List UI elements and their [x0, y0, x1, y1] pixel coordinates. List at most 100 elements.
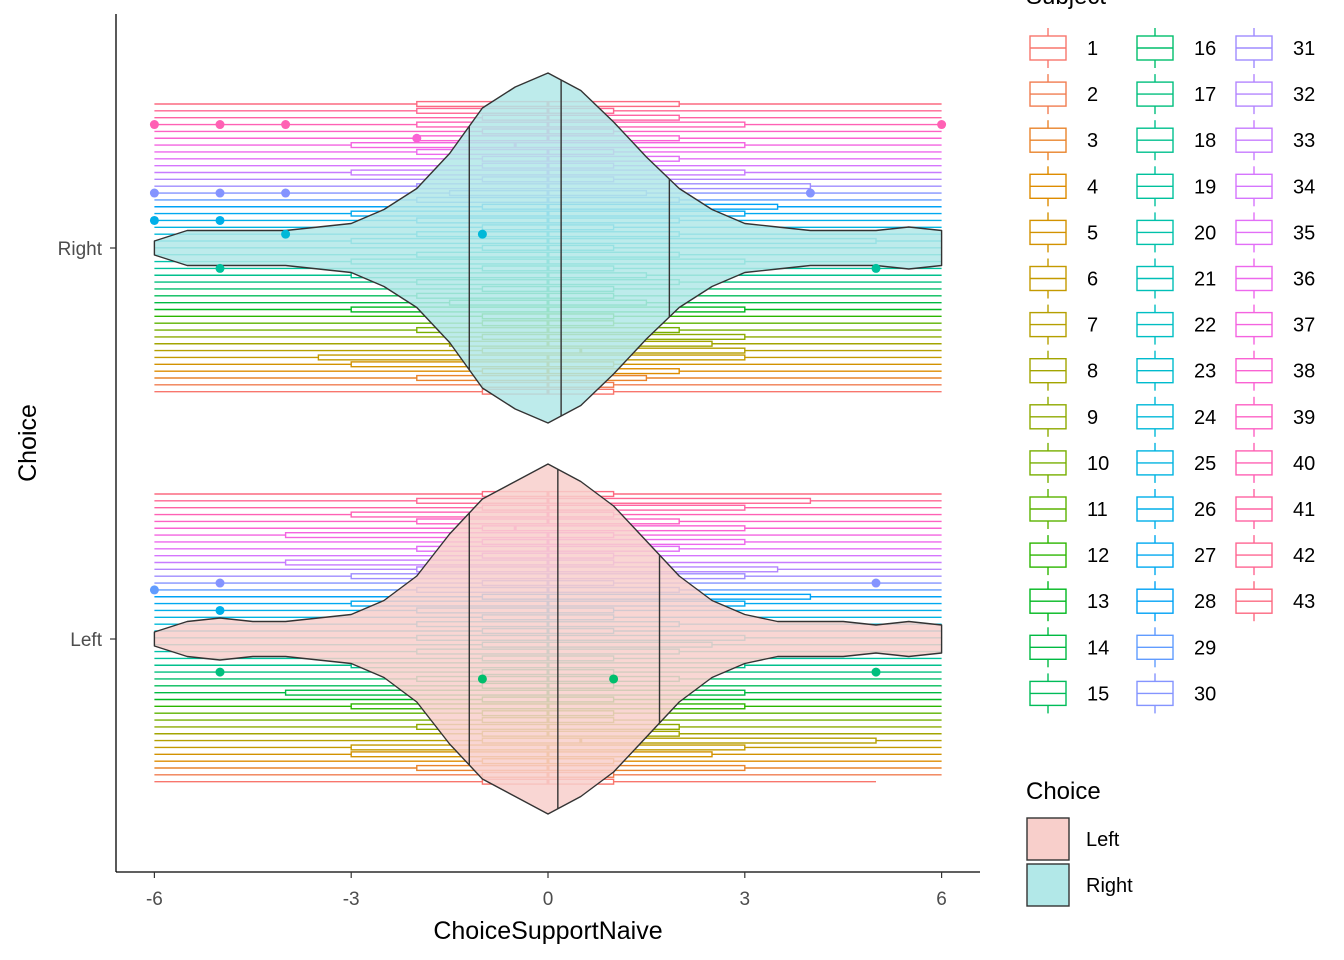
- svg-text:32: 32: [1293, 84, 1315, 106]
- outlier-right-2: [281, 120, 291, 130]
- svg-text:6: 6: [1087, 269, 1098, 291]
- outlier-left-5: [871, 667, 881, 677]
- legend-subject-item: 39: [1235, 396, 1315, 437]
- svg-text:36: 36: [1293, 269, 1315, 291]
- outlier-points: [149, 120, 947, 684]
- legend-subject: Subject 12345678910111213141516171819202…: [1026, 0, 1315, 714]
- violins: [153, 72, 943, 815]
- legend-subject-title: Subject: [1026, 0, 1106, 10]
- svg-text:39: 39: [1293, 407, 1315, 429]
- legend-subject-item: 31: [1235, 28, 1315, 68]
- y-tick-label: Left: [70, 630, 102, 651]
- outlier-left-3: [215, 605, 225, 615]
- legend-choice: Choice Left Right: [1026, 778, 1133, 907]
- svg-text:28: 28: [1194, 591, 1216, 613]
- violin-right: [153, 72, 943, 424]
- svg-text:13: 13: [1087, 591, 1109, 613]
- legend-subject-item: 7: [1029, 304, 1098, 345]
- y-axis-ticks: Right Left: [58, 239, 116, 651]
- legend-subject-item: 5: [1029, 212, 1098, 253]
- svg-text:7: 7: [1087, 315, 1098, 337]
- legend-subject-item: 29: [1136, 627, 1216, 668]
- legend-subject-item: 6: [1029, 258, 1098, 299]
- legend-subject-item: 42: [1235, 535, 1315, 576]
- svg-text:38: 38: [1293, 361, 1315, 383]
- legend-subject-item: 28: [1136, 581, 1216, 622]
- svg-text:20: 20: [1194, 222, 1216, 244]
- legend-subject-item: 18: [1136, 120, 1216, 161]
- svg-text:5: 5: [1087, 222, 1098, 244]
- svg-text:40: 40: [1293, 453, 1315, 475]
- outlier-right-3: [937, 120, 947, 130]
- legend-subject-item: 40: [1235, 442, 1315, 483]
- legend-subject-item: 27: [1136, 535, 1216, 576]
- svg-text:8: 8: [1087, 361, 1098, 383]
- svg-text:15: 15: [1087, 683, 1109, 705]
- legend-subject-item: 1: [1029, 28, 1098, 68]
- legend-subject-item: 2: [1029, 74, 1098, 115]
- svg-text:22: 22: [1194, 315, 1216, 337]
- legend-choice-title: Choice: [1026, 778, 1101, 805]
- svg-text:26: 26: [1194, 499, 1216, 521]
- outlier-right-4: [412, 133, 422, 143]
- outlier-right-12: [477, 229, 487, 239]
- legend-subject-item: 10: [1029, 442, 1109, 483]
- legend-subject-item: 15: [1029, 673, 1109, 714]
- legend-subject-item: 25: [1136, 442, 1216, 483]
- outlier-left-2: [871, 578, 881, 588]
- outlier-left-0: [149, 585, 159, 595]
- svg-text:Right: Right: [1086, 875, 1133, 897]
- x-tick-label: 3: [740, 889, 751, 910]
- x-axis-title: ChoiceSupportNaive: [433, 917, 662, 945]
- legend-subject-item: 32: [1235, 74, 1315, 115]
- legend-subject-item: 14: [1029, 627, 1109, 668]
- legend-subject-item: 20: [1136, 212, 1216, 253]
- x-axis-ticks: -6 -3 0 3 6: [146, 872, 947, 910]
- svg-text:14: 14: [1087, 637, 1109, 659]
- legend-subject-item: 41: [1235, 489, 1315, 529]
- svg-text:25: 25: [1194, 453, 1216, 475]
- violin-left: [153, 463, 943, 815]
- legend-choice-item-left: Left: [1026, 817, 1120, 861]
- legend-subject-item: 37: [1235, 304, 1315, 345]
- legend-subject-item: 35: [1235, 212, 1315, 253]
- outlier-right-7: [281, 188, 291, 198]
- outlier-right-10: [215, 215, 225, 225]
- svg-text:24: 24: [1194, 407, 1216, 429]
- legend-subject-item: 34: [1235, 166, 1315, 207]
- outlier-right-0: [149, 120, 159, 130]
- svg-text:10: 10: [1087, 453, 1109, 475]
- svg-text:11: 11: [1087, 499, 1108, 521]
- svg-text:23: 23: [1194, 361, 1216, 383]
- x-tick-label: -6: [146, 889, 163, 910]
- svg-text:33: 33: [1293, 130, 1315, 152]
- y-axis-title: Choice: [14, 404, 42, 482]
- svg-text:42: 42: [1293, 545, 1315, 567]
- legend-subject-item: 38: [1235, 350, 1315, 391]
- outlier-right-11: [281, 229, 291, 239]
- legend-subject-item: 36: [1235, 258, 1315, 299]
- legend-subject-item: 22: [1136, 304, 1216, 345]
- x-tick-label: -3: [343, 889, 360, 910]
- legend-subject-item: 4: [1029, 166, 1098, 207]
- outlier-left-7: [609, 674, 619, 684]
- legend-subject-item: 33: [1235, 120, 1315, 161]
- outlier-right-14: [871, 263, 881, 273]
- legend-subject-item: 3: [1029, 120, 1098, 161]
- x-tick-label: 6: [936, 889, 947, 910]
- svg-text:3: 3: [1087, 130, 1098, 152]
- outlier-right-5: [149, 188, 159, 198]
- svg-text:27: 27: [1194, 545, 1216, 567]
- legend-subject-item: 43: [1235, 581, 1315, 622]
- svg-text:19: 19: [1194, 176, 1216, 198]
- outlier-left-4: [215, 667, 225, 677]
- outlier-right-13: [215, 263, 225, 273]
- outlier-right-8: [805, 188, 815, 198]
- svg-text:17: 17: [1194, 84, 1216, 106]
- outlier-right-9: [149, 215, 159, 225]
- legend-subject-item: 23: [1136, 350, 1216, 391]
- svg-text:9: 9: [1087, 407, 1098, 429]
- svg-text:12: 12: [1087, 545, 1109, 567]
- svg-text:43: 43: [1293, 591, 1315, 613]
